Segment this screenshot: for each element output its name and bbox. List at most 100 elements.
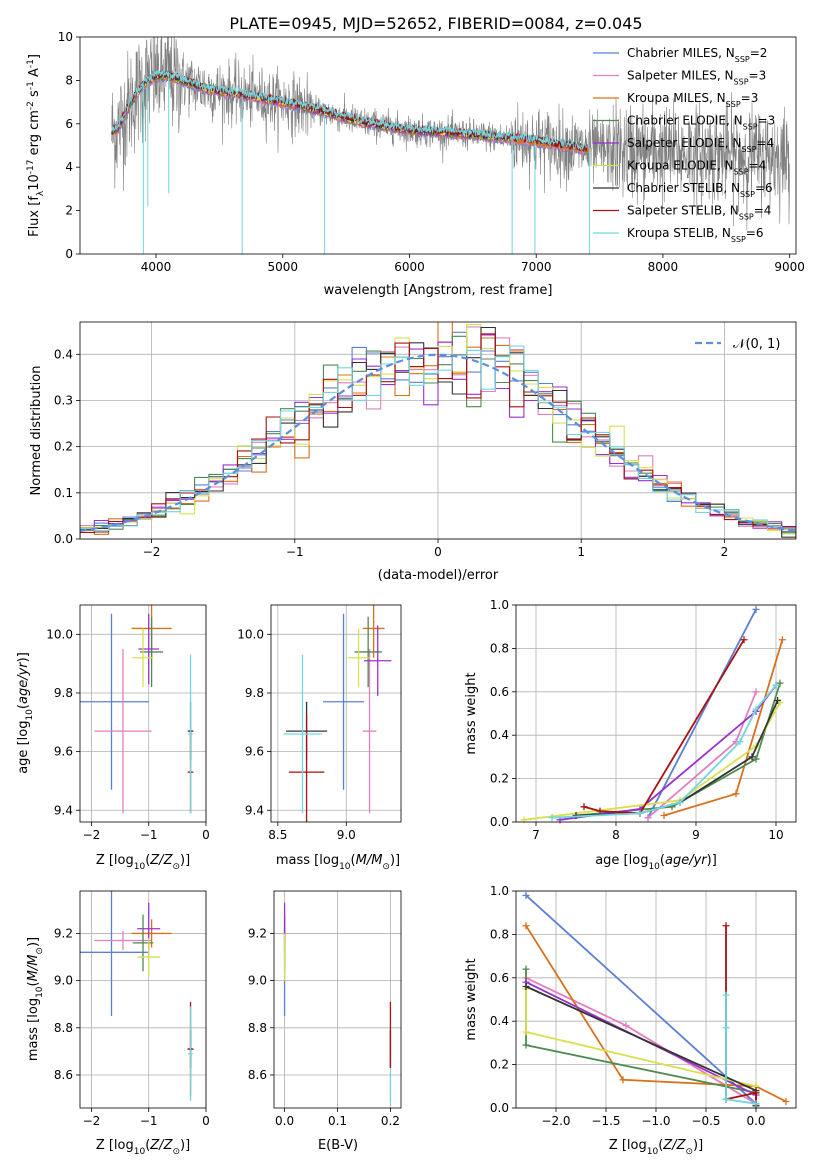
- normal-curve: [79, 353, 797, 532]
- mass-weight-line: [523, 702, 781, 821]
- mass-vs-ebv-panel: 0.0 0.1 0.2 8.6 8.8 9.0 9.2 E(B-V): [248, 890, 402, 1153]
- x-axis-label: mass [log10(M/M⊙)]: [276, 853, 400, 872]
- y-tick-label: 10.0: [46, 627, 73, 641]
- x-axis-label: age [log10(age/yr)]: [595, 853, 717, 872]
- y-tick-label: 0.2: [490, 772, 509, 786]
- x-tick-label: −2.0: [541, 1114, 570, 1128]
- x-tick-label: 5000: [267, 260, 298, 274]
- mass-weight-marker: [722, 1024, 730, 1032]
- x-axis-label: (data-model)/error: [378, 568, 499, 583]
- mass-weight-marker: [752, 605, 760, 613]
- mass-weight-marker: [752, 1089, 760, 1097]
- y-tick-label: 9.2: [248, 926, 267, 940]
- mass-weight-marker: [722, 922, 730, 930]
- x-tick-label: 0.2: [381, 1114, 400, 1128]
- y-tick-label: 9.6: [245, 745, 264, 759]
- x-tick-label: 9: [692, 828, 700, 842]
- y-tick-label: 0.3: [54, 393, 73, 407]
- axes-frame: [515, 604, 797, 823]
- y-tick-label: 9.4: [54, 803, 73, 817]
- y-axis-label: mass [log10(M/M⊙)]: [26, 937, 45, 1061]
- y-tick-label: 8.8: [248, 1021, 267, 1035]
- y-tick-label: 0.6: [490, 971, 509, 985]
- axes-frame: [79, 36, 797, 255]
- y-tick-label: 1.0: [490, 598, 509, 612]
- x-tick-label: 1: [577, 545, 585, 559]
- mass-weight-marker: [778, 636, 786, 644]
- x-axis-label: Z [log10(Z/Z⊙)]: [96, 1138, 190, 1157]
- x-tick-label: −1: [286, 545, 304, 559]
- x-tick-label: 8000: [648, 260, 679, 274]
- y-tick-label: 9.6: [54, 745, 73, 759]
- x-axis-label: wavelength [Angstrom, rest frame]: [324, 283, 553, 298]
- y-tick-label: 8.6: [248, 1068, 267, 1082]
- y-tick-label: 0.8: [490, 641, 509, 655]
- mass-weight-marker: [772, 681, 780, 689]
- y-tick-label: 4: [65, 160, 73, 174]
- y-tick-label: 8.8: [54, 1021, 73, 1035]
- x-tick-label: 7: [532, 828, 540, 842]
- y-axis-label: mass weight: [464, 958, 479, 1040]
- mass-weight-marker: [740, 636, 748, 644]
- y-tick-label: 6: [65, 117, 73, 131]
- y-tick-label: 0.4: [54, 347, 73, 361]
- x-tick-label: −2: [83, 1114, 101, 1128]
- y-tick-label: 0.0: [54, 532, 73, 546]
- residual-histogram: [80, 333, 796, 533]
- y-tick-label: 9.2: [54, 926, 73, 940]
- x-tick-label: 6000: [394, 260, 425, 274]
- mass-weight-marker: [752, 755, 760, 763]
- x-tick-label: 9.0: [337, 828, 356, 842]
- x-tick-label: −1: [140, 1114, 158, 1128]
- mass-weight-marker: [676, 798, 684, 806]
- mass-weight-marker: [774, 696, 782, 704]
- legend-entry: Kroupa ELODIE, NSSP=4: [627, 159, 766, 177]
- mass-weight-marker: [644, 814, 652, 822]
- mass-weight-line: [525, 894, 757, 1105]
- x-tick-label: 0: [434, 545, 442, 559]
- y-tick-label: 2: [65, 204, 73, 218]
- mass-weight-marker: [522, 922, 530, 930]
- x-tick-label: 0: [202, 828, 210, 842]
- y-tick-label: 0.2: [490, 1058, 509, 1072]
- y-axis-label: mass weight: [464, 672, 479, 754]
- mass-weight-marker: [548, 814, 556, 822]
- x-tick-label: −2: [83, 828, 101, 842]
- mass-weight-marker: [596, 807, 604, 815]
- y-tick-label: 10: [58, 30, 73, 44]
- y-tick-label: 0: [65, 247, 73, 261]
- x-tick-label: 0.0: [275, 1114, 294, 1128]
- spectrum-panel: 4000 5000 6000 7000 8000 9000 0 2 4 6 8 10 wavelengt…: [26, 30, 805, 298]
- y-tick-label: 0.8: [490, 927, 509, 941]
- axes-frame: [79, 890, 207, 1109]
- x-tick-label: −0.5: [691, 1114, 720, 1128]
- age-vs-Z-panel: −2 −1 0 9.4 9.6 9.8 10.0 Z [log10(Z/Z⊙)] age [lo…: [16, 604, 210, 872]
- x-axis-label: Z [log10(Z/Z⊙)]: [609, 1138, 703, 1157]
- mass-weight-marker: [522, 891, 530, 899]
- legend-entry: Chabrier STELIB, NSSP=6: [627, 181, 773, 199]
- model-spectrum: [111, 69, 587, 150]
- mass-weight-marker: [580, 803, 588, 811]
- y-tick-label: 0.6: [490, 685, 509, 699]
- legend-entry: Salpeter STELIB, NSSP=4: [627, 204, 771, 222]
- legend-entry: Kroupa MILES, NSSP=3: [627, 91, 758, 109]
- mass-weight-marker: [522, 982, 530, 990]
- mass-vs-Z-panel: −2 −1 0 8.6 8.8 9.0 9.2 Z [log10(Z/Z⊙)] mass [lo…: [26, 890, 210, 1157]
- mass-weight-marker: [722, 1095, 730, 1103]
- legend-entry: Chabrier MILES, NSSP=2: [627, 46, 767, 64]
- x-tick-label: 0.0: [746, 1114, 765, 1128]
- age-vs-mass-panel: 8.5 9.0 9.4 9.6 9.8 10.0 mass [log10(M/M⊙)]: [237, 604, 402, 872]
- y-tick-label: 0.0: [490, 815, 509, 829]
- mass-weight-marker: [752, 1100, 760, 1108]
- x-tick-label: 2: [721, 545, 729, 559]
- x-tick-label: 0.1: [328, 1114, 347, 1128]
- mass-weight-line: [551, 684, 777, 819]
- y-tick-label: 10.0: [237, 627, 264, 641]
- y-tick-label: 0.4: [490, 1014, 509, 1028]
- mass-weight-marker: [782, 1097, 790, 1105]
- massweight-vs-Z-panel: −2.0 −1.5 −1.0 −0.5 0.0 0.0 0.2 0.4 0.6 0.8 1.0 Z […: [464, 884, 797, 1157]
- legend-entry: Chabrier ELODIE, NSSP=3: [627, 114, 775, 132]
- mass-weight-marker: [636, 809, 644, 817]
- mass-weight-marker: [732, 790, 740, 798]
